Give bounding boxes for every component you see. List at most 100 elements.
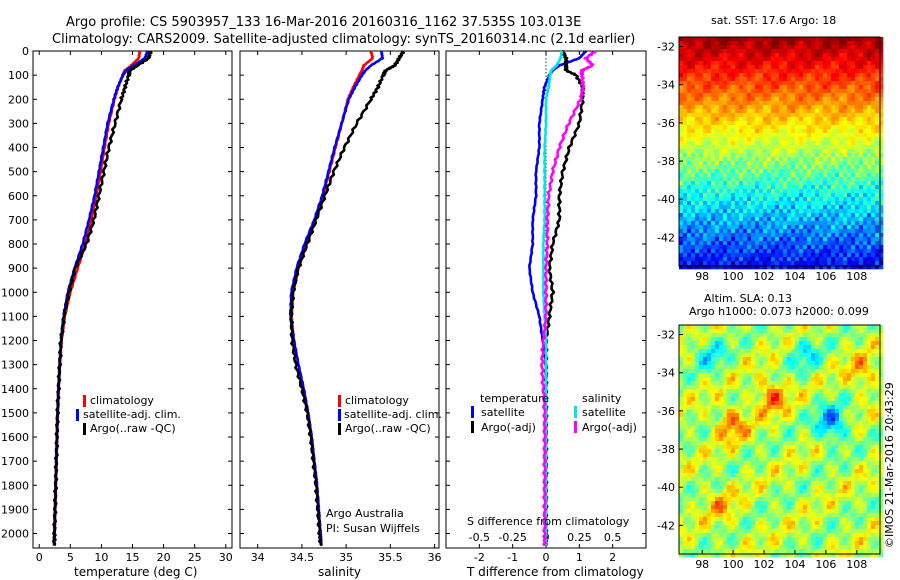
heat-cell — [859, 85, 864, 90]
heat-cell — [799, 265, 804, 270]
heat-cell — [879, 45, 884, 50]
heat-cell — [715, 93, 720, 98]
heat-cell — [751, 361, 756, 366]
heat-cell — [863, 213, 868, 218]
heat-cell — [715, 129, 720, 134]
heat-cell — [871, 333, 876, 338]
heat-cell — [771, 265, 776, 270]
heat-cell — [703, 261, 708, 266]
heat-cell — [859, 365, 864, 370]
heat-cell — [875, 85, 880, 90]
heat-cell — [835, 441, 840, 446]
heat-cell — [739, 65, 744, 70]
heat-cell — [763, 405, 768, 410]
heat-cell — [679, 157, 684, 162]
heat-cell — [735, 197, 740, 202]
heat-cell — [819, 173, 824, 178]
heat-cell — [695, 109, 700, 114]
heat-cell — [819, 449, 824, 454]
heat-cell — [763, 161, 768, 166]
heat-cell — [787, 229, 792, 234]
heat-cell — [771, 177, 776, 182]
heat-cell — [811, 197, 816, 202]
heat-cell — [831, 401, 836, 406]
heat-cell — [707, 333, 712, 338]
heat-cell — [871, 425, 876, 430]
heat-cell — [815, 373, 820, 378]
heat-cell — [867, 93, 872, 98]
heat-cell — [775, 365, 780, 370]
heat-cell — [819, 389, 824, 394]
heat-cell — [739, 385, 744, 390]
heat-cell — [719, 389, 724, 394]
heat-cell — [855, 85, 860, 90]
heat-cell — [715, 365, 720, 370]
heat-cell — [843, 213, 848, 218]
heat-cell — [875, 105, 880, 110]
heat-cell — [711, 245, 716, 250]
heat-cell — [823, 101, 828, 106]
heat-cell — [731, 385, 736, 390]
heat-cell — [827, 409, 832, 414]
heat-cell — [879, 53, 884, 58]
heat-cell — [871, 201, 876, 206]
heat-cell — [759, 441, 764, 446]
heat-cell — [791, 433, 796, 438]
heat-cell — [751, 445, 756, 450]
heat-cell — [839, 45, 844, 50]
heat-cell — [835, 133, 840, 138]
heat-cell — [807, 437, 812, 442]
heat-cell — [803, 325, 808, 330]
heat-cell — [687, 153, 692, 158]
heat-cell — [731, 253, 736, 258]
heat-cell — [803, 165, 808, 170]
heat-cell — [807, 261, 812, 266]
heat-cell — [843, 373, 848, 378]
heat-cell — [751, 425, 756, 430]
heat-cell — [775, 145, 780, 150]
heat-cell — [683, 329, 688, 334]
heat-cell — [715, 337, 720, 342]
heat-cell — [823, 189, 828, 194]
heat-cell — [711, 341, 716, 346]
heat-cell — [743, 125, 748, 130]
heat-cell — [691, 137, 696, 142]
heat-cell — [719, 253, 724, 258]
heat-cell — [759, 385, 764, 390]
heat-cell — [827, 101, 832, 106]
heat-cell — [731, 153, 736, 158]
heat-cell — [871, 441, 876, 446]
heat-cell — [875, 377, 880, 382]
heat-cell — [763, 61, 768, 66]
heat-cell — [835, 165, 840, 170]
heat-cell — [867, 125, 872, 130]
heat-cell — [851, 157, 856, 162]
heat-cell — [775, 225, 780, 230]
heat-cell — [775, 81, 780, 86]
heat-cell — [683, 205, 688, 210]
heat-cell — [827, 357, 832, 362]
heat-cell — [703, 209, 708, 214]
heat-cell — [695, 377, 700, 382]
heat-cell — [687, 449, 692, 454]
heat-cell — [747, 261, 752, 266]
heat-cell — [827, 457, 832, 462]
heat-cell — [679, 245, 684, 250]
heat-cell — [695, 141, 700, 146]
heat-cell — [739, 357, 744, 362]
heat-cell — [703, 437, 708, 442]
heat-cell — [707, 145, 712, 150]
heat-cell — [735, 365, 740, 370]
heat-cell — [811, 329, 816, 334]
heat-cell — [743, 117, 748, 122]
heat-cell — [691, 233, 696, 238]
heat-cell — [731, 77, 736, 82]
heat-cell — [735, 41, 740, 46]
heat-cell — [747, 41, 752, 46]
heat-cell — [759, 89, 764, 94]
heat-cell — [687, 453, 692, 458]
heat-cell — [695, 421, 700, 426]
heat-cell — [859, 73, 864, 78]
heat-cell — [851, 409, 856, 414]
heat-cell — [803, 229, 808, 234]
